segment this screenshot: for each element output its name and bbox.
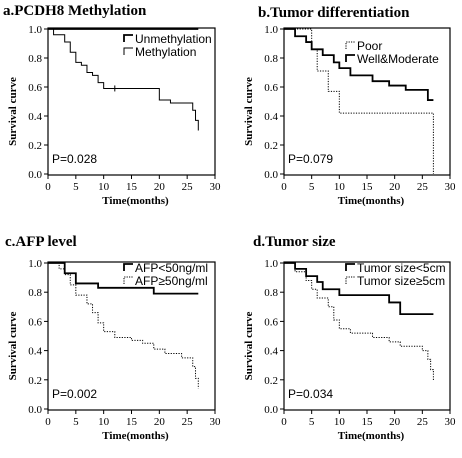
y-tick-label-a: 0.4 [28, 111, 42, 123]
x-tick-label-b: 15 [362, 181, 374, 193]
x-tick-label-d: 15 [362, 416, 374, 428]
survival-line-d-0 [284, 262, 434, 315]
legend-label-d-0: Tumor size<5cm [357, 261, 446, 275]
y-tick-label-b: 0.6 [264, 82, 278, 94]
y-tick-label-b: 0.4 [264, 111, 278, 123]
y-tick-label-c: 0.2 [28, 375, 42, 387]
y-tick-label-c: 0.6 [28, 316, 42, 328]
x-tick-label-b: 30 [445, 181, 457, 193]
survival-line-a-1 [48, 28, 199, 131]
x-tick-label-d: 25 [417, 416, 429, 428]
x-axis-label-b: Time(months) [338, 195, 405, 207]
y-tick-label-d: 0.4 [264, 346, 278, 358]
x-tick-label-c: 5 [73, 416, 79, 428]
y-tick-label-d: 0.8 [264, 287, 278, 299]
survival-line-d-1 [284, 262, 434, 382]
y-tick-label-d: 0.2 [264, 375, 278, 387]
x-tick-label-d: 0 [281, 416, 287, 428]
chart-title-a: a.PCDH8 Methylation [3, 3, 147, 19]
x-tick-label-b: 25 [417, 181, 429, 193]
legend-label-a-0: Unmethylation [135, 32, 212, 46]
x-tick-label-d: 5 [309, 416, 315, 428]
y-tick-label-c: 0.4 [28, 346, 42, 358]
y-tick-label-b: 0.0 [264, 169, 278, 181]
legend-glyph-d-0 [345, 263, 355, 271]
y-tick-label-d: 0.0 [264, 404, 278, 416]
legend-glyph-d-1 [345, 276, 355, 284]
legend-label-d-1: Tumor size≥5cm [357, 274, 445, 288]
y-tick-label-d: 0.6 [264, 316, 278, 328]
y-tick-label-c: 0.8 [28, 287, 42, 299]
y-tick-label-d: 1.0 [264, 258, 278, 270]
x-tick-label-d: 20 [389, 416, 401, 428]
legend-glyph-c-0 [123, 263, 133, 271]
chart-title-b: b.Tumor differentiation [258, 5, 410, 21]
legend-glyph-c-1 [123, 276, 133, 284]
legend-label-a-1: Methylation [135, 45, 196, 59]
p-value-c: P=0.002 [52, 387, 97, 401]
y-tick-label-b: 0.8 [264, 53, 278, 65]
x-tick-label-c: 30 [210, 416, 222, 428]
x-axis-label-c: Time(months) [102, 430, 169, 442]
x-tick-label-c: 25 [182, 416, 194, 428]
x-tick-label-c: 0 [45, 416, 51, 428]
x-tick-label-a: 0 [45, 181, 51, 193]
x-axis-label-d: Time(months) [338, 430, 405, 442]
x-tick-label-a: 30 [210, 181, 222, 193]
y-tick-label-a: 0.6 [28, 82, 42, 94]
survival-line-c-0 [48, 262, 199, 295]
survival-line-b-1 [284, 28, 434, 101]
x-axis-label-a: Time(months) [102, 195, 169, 207]
y-tick-label-c: 1.0 [28, 258, 42, 270]
x-tick-label-b: 20 [389, 181, 401, 193]
x-tick-label-d: 30 [445, 416, 457, 428]
legend-glyph-b-0 [345, 41, 355, 49]
x-tick-label-b: 5 [309, 181, 315, 193]
y-axis-label-d: Survival curve [243, 312, 255, 381]
x-tick-label-c: 15 [126, 416, 138, 428]
y-tick-label-a: 0.2 [28, 140, 42, 152]
x-tick-label-a: 20 [154, 181, 166, 193]
legend-glyph-a-1 [123, 47, 133, 55]
y-axis-label-a: Survival curve [7, 77, 19, 146]
x-tick-label-b: 10 [334, 181, 346, 193]
legend-label-b-0: Poor [357, 39, 382, 53]
y-tick-label-a: 1.0 [28, 24, 42, 36]
x-tick-label-a: 25 [182, 181, 194, 193]
legend-label-c-1: AFP≥50ng/ml [135, 274, 208, 288]
chart-title-d: d.Tumor size [253, 234, 336, 250]
p-value-a: P=0.028 [52, 152, 97, 166]
y-tick-label-a: 0.0 [28, 169, 42, 181]
legend-glyph-b-1 [345, 54, 355, 62]
y-axis-label-b: Survival curve [243, 77, 255, 146]
x-tick-label-a: 10 [98, 181, 110, 193]
y-axis-label-c: Survival curve [7, 312, 19, 381]
x-tick-label-d: 10 [334, 416, 346, 428]
p-value-d: P=0.034 [288, 387, 333, 401]
y-tick-label-b: 0.2 [264, 140, 278, 152]
y-tick-label-c: 0.0 [28, 404, 42, 416]
y-tick-label-b: 1.0 [264, 24, 278, 36]
legend-label-b-1: Well&Moderate [357, 52, 439, 66]
x-tick-label-a: 15 [126, 181, 138, 193]
y-tick-label-a: 0.8 [28, 53, 42, 65]
legend-label-c-0: AFP<50ng/ml [135, 261, 208, 275]
survival-line-b-0 [284, 28, 434, 174]
legend-glyph-a-0 [123, 34, 133, 42]
p-value-b: P=0.079 [288, 152, 333, 166]
x-tick-label-c: 10 [98, 416, 110, 428]
x-tick-label-b: 0 [281, 181, 287, 193]
x-tick-label-a: 5 [73, 181, 79, 193]
chart-title-c: c.AFP level [5, 234, 77, 250]
survival-line-c-1 [48, 262, 199, 389]
x-tick-label-c: 20 [154, 416, 166, 428]
